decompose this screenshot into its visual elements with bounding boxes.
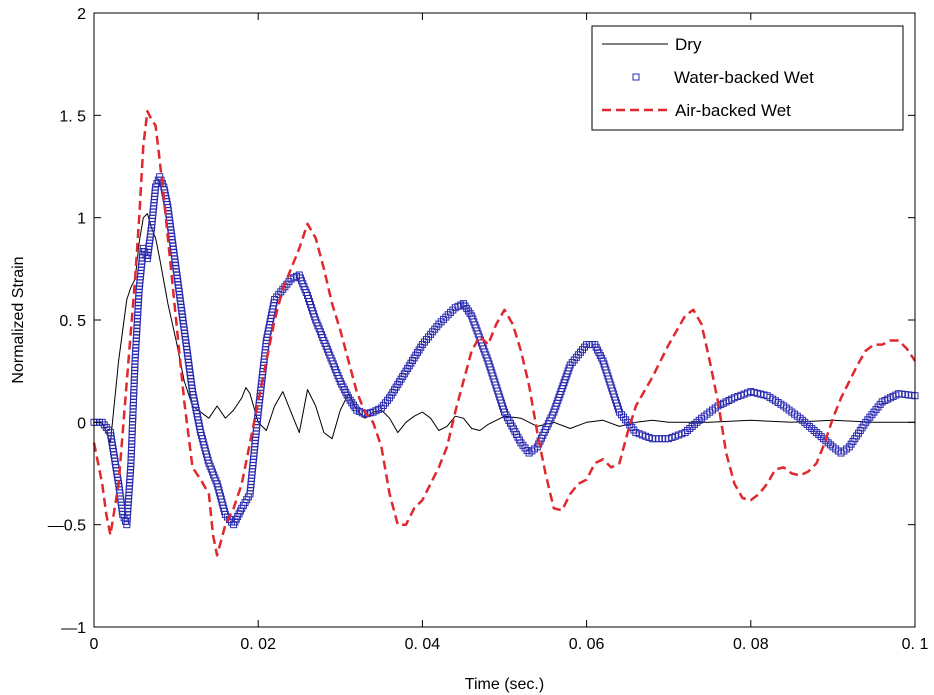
y-tick-label: 1 [77,211,86,228]
data-point [691,420,699,428]
data-point [444,311,452,319]
x-tick-label: 0. 1 [902,636,929,653]
x-tick-label: 0. 02 [240,636,276,653]
legend-marker [632,73,640,81]
x-tick-label: 0. 08 [733,636,769,653]
y-tick-label: 2 [77,6,86,23]
data-point [442,313,450,321]
legend-label: Air-backed Wet [675,101,791,120]
data-point [688,422,696,430]
y-tick-label: —0.5 [48,518,86,535]
series-line [92,109,917,557]
series-line [94,213,915,444]
legend-label: Water-backed Wet [674,68,814,87]
x-axis-label: Time (sec.) [465,676,544,693]
series-dry [94,213,915,444]
y-tick-label: —1 [61,620,86,637]
legend-entry: Air-backed Wet [602,101,791,120]
data-point [805,422,813,430]
y-axis-label: Normalized Strain [10,256,27,383]
data-point [827,441,835,449]
data-point [810,427,818,435]
data-point [803,420,811,428]
data-point [796,414,804,422]
data-point [815,431,823,439]
series-air-backed-wet [92,109,917,557]
data-point [817,433,825,441]
data-point [801,418,809,426]
data-point [686,424,694,432]
legend-entry: Dry [602,35,702,54]
y-tick-label: 1. 5 [59,108,86,125]
data-point [681,429,689,437]
data-point [693,418,701,426]
data-point [440,315,448,323]
legend: Dry Water-backed Wet Air-backed Wet [591,25,904,131]
legend-entry: Water-backed Wet [632,68,814,87]
data-point [812,429,820,437]
x-tick-label: 0. 06 [569,636,605,653]
y-tick-label: 0 [77,415,86,432]
data-point [351,404,359,412]
data-point [447,308,455,316]
data-point [435,320,443,328]
data-point [798,416,806,424]
y-tick-label: 0. 5 [59,313,86,330]
x-tick-label: 0 [90,636,99,653]
legend-label: Dry [675,35,702,54]
data-point [695,416,703,424]
data-point [808,424,816,432]
data-point [449,306,457,314]
plot-area [90,109,919,557]
data-point [824,439,832,447]
x-tick-label: 0. 04 [405,636,441,653]
legend-box [591,25,904,131]
data-point [437,318,445,326]
axis-ticks: 0 0. 02 0. 04 0. 06 0. 08 0. 1 —1 —0.5 0 0. 5 1 1. … [48,6,929,653]
data-point [683,427,691,435]
